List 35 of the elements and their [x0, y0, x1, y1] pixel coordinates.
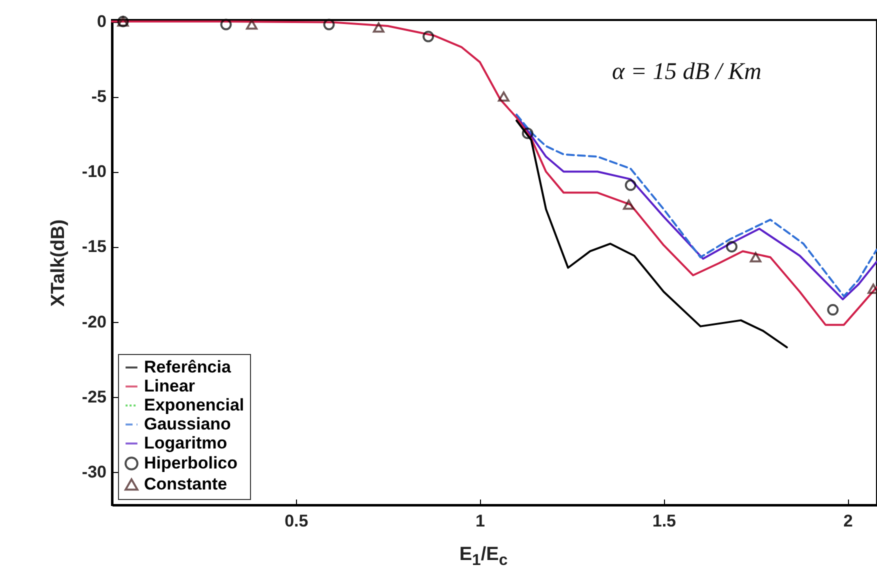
y-tick-label: -15 [82, 237, 106, 256]
x-axis-title: E$_{1}$/E$_{c}$ [458, 544, 509, 570]
legend-label: Gaussiano [144, 414, 231, 434]
x-tick-label: 0.5 [284, 512, 308, 530]
y-tick-label: 0 [97, 12, 106, 31]
point [372, 22, 384, 33]
line-series [111, 20, 877, 326]
point [623, 200, 634, 210]
x-tick-label: 1.5 [652, 512, 676, 530]
y-tick-label: -5 [91, 87, 106, 106]
point [750, 252, 762, 262]
legend-label: Exponencial [144, 396, 244, 414]
y-tick-label: -25 [82, 387, 106, 406]
point [624, 179, 636, 191]
point [827, 304, 839, 316]
y-axis-title: XTalk(dB) [48, 219, 69, 307]
line-series [516, 120, 788, 348]
y-tick-label: -20 [82, 312, 106, 332]
legend-label: Constante [144, 474, 228, 494]
point [498, 91, 510, 102]
point [726, 241, 738, 252]
x-tick-label: 1 [476, 512, 486, 530]
legend-label: Logaritmo [144, 434, 228, 452]
y-tick-label: -10 [82, 162, 106, 182]
point [522, 128, 534, 140]
x-tick-label: 2 [843, 512, 853, 530]
legend-label: Linear [144, 376, 196, 396]
point [323, 18, 335, 30]
point [220, 18, 232, 30]
point [246, 19, 258, 30]
legend-label: Hiperbolico [144, 454, 238, 472]
point [422, 30, 434, 42]
y-tick-label: -30 [82, 462, 106, 482]
legend-label: Referência [144, 358, 232, 376]
annotation: α = 15 dB / Km [612, 59, 762, 85]
